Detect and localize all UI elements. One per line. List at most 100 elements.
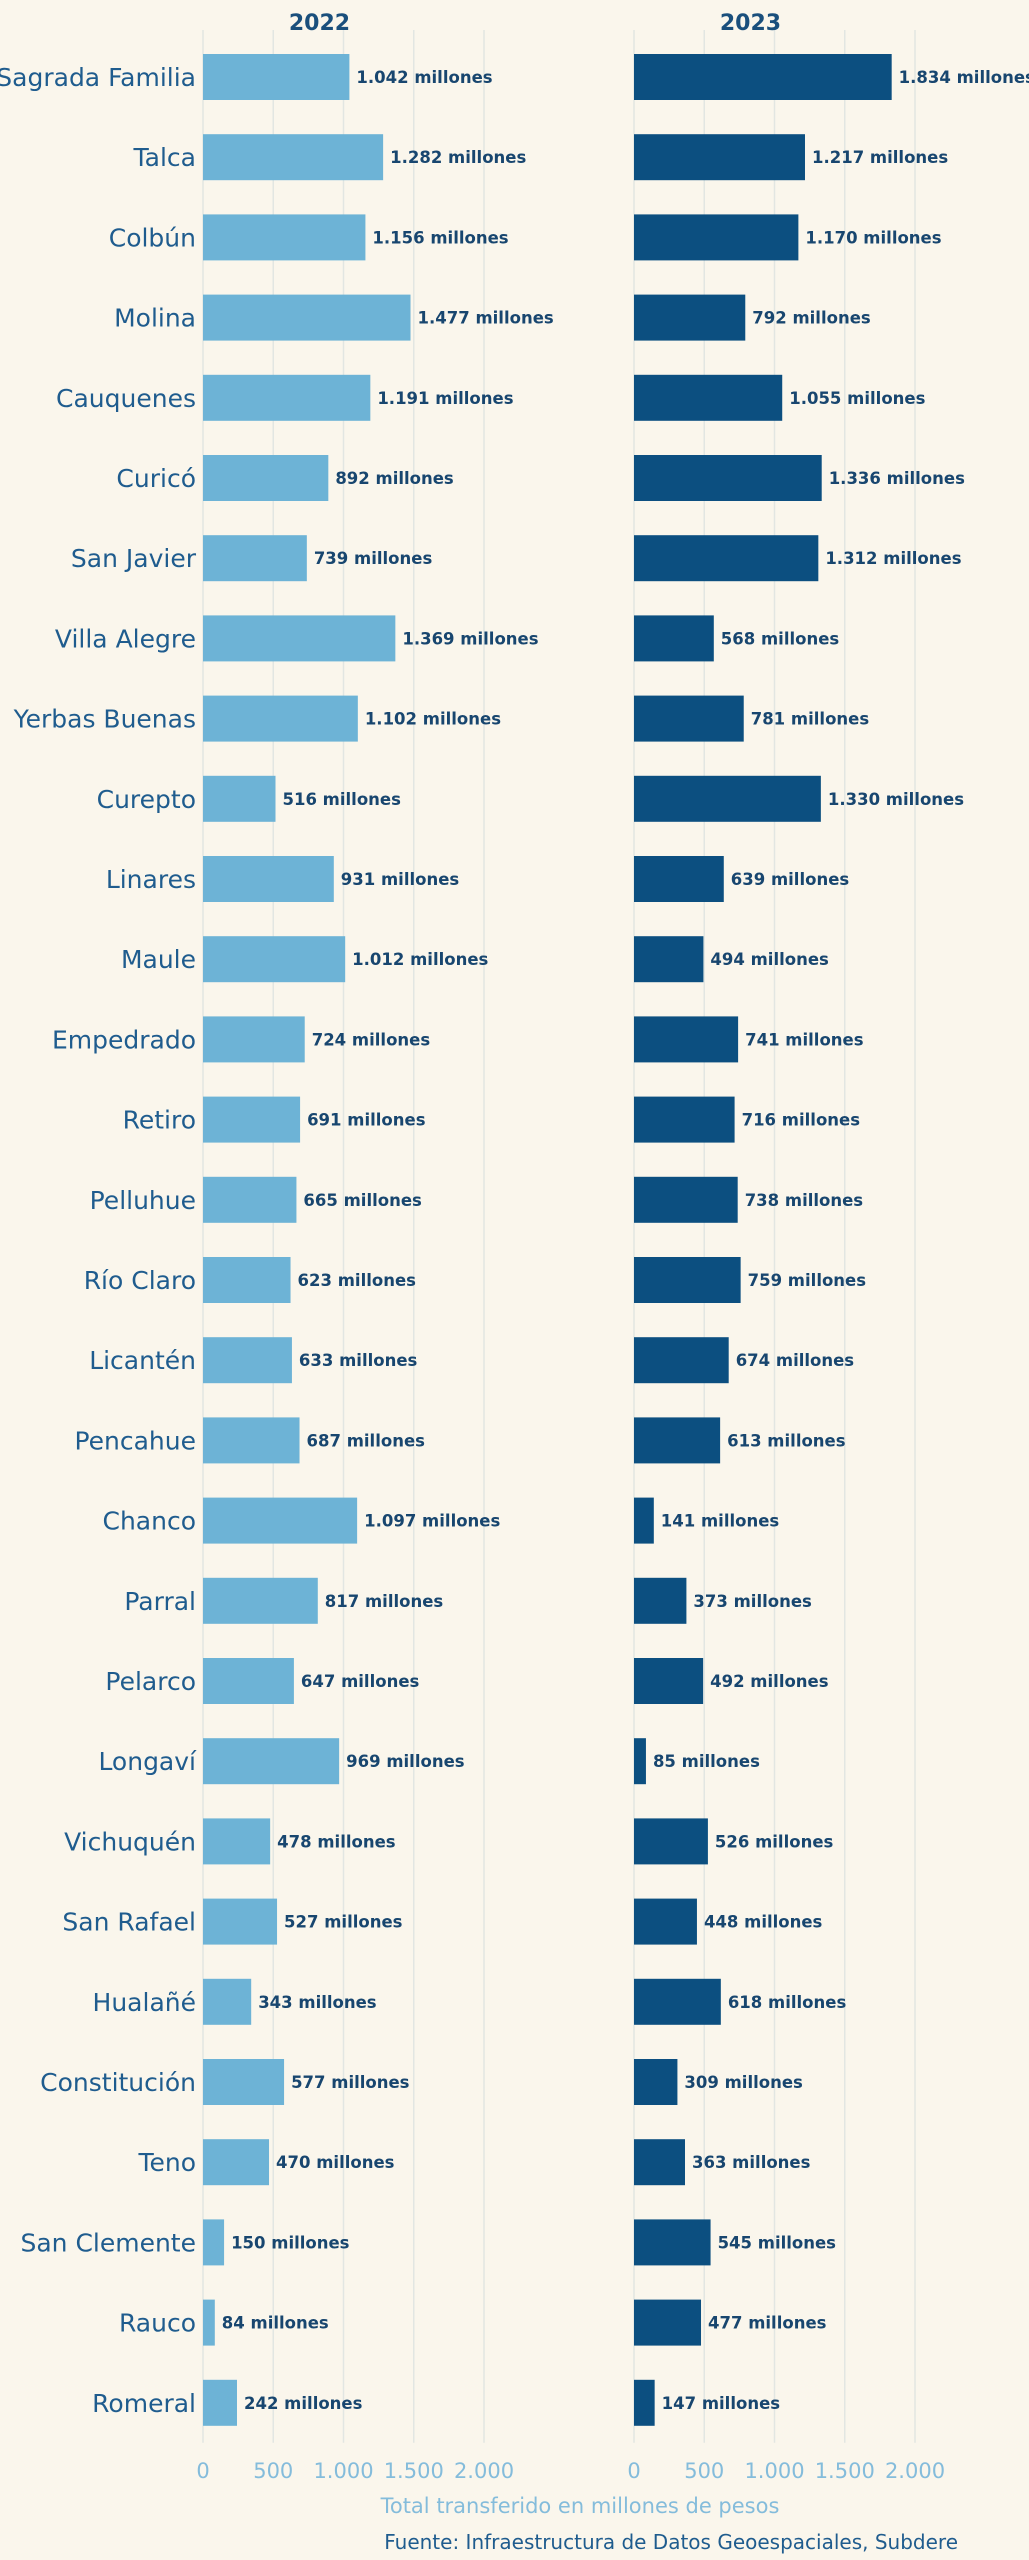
category-label: Pelluhue	[90, 1186, 196, 1215]
bar	[203, 1176, 297, 1223]
x-tick-label: 1.000	[744, 2459, 804, 2483]
bar	[203, 1818, 271, 1865]
category-label: Villa Alegre	[55, 624, 196, 653]
data-label: 969 millones	[346, 1752, 465, 1771]
category-label: Longaví	[98, 1747, 197, 1776]
bar	[634, 936, 704, 983]
data-label: 687 millones	[307, 1431, 426, 1450]
data-label: 526 millones	[715, 1832, 834, 1851]
data-label: 470 millones	[276, 2153, 395, 2172]
category-label: Curepto	[97, 785, 196, 814]
bar	[203, 2299, 215, 2346]
bar	[634, 2139, 686, 2186]
data-label: 741 millones	[745, 1030, 864, 1049]
source-caption: Fuente: Infraestructura de Datos Geoespa…	[384, 2530, 958, 2554]
data-label: 691 millones	[307, 1111, 426, 1130]
data-label: 577 millones	[291, 2073, 410, 2092]
data-label: 931 millones	[341, 870, 460, 889]
bar	[203, 1658, 294, 1704]
category-label: Curicó	[116, 464, 196, 493]
bar	[203, 1257, 291, 1303]
data-label: 141 millones	[661, 1512, 780, 1531]
bar	[203, 695, 358, 742]
x-tick-label: 1.000	[313, 2459, 373, 2483]
bar	[634, 695, 744, 742]
bar	[634, 374, 783, 421]
data-label: 674 millones	[736, 1351, 855, 1370]
category-label: Chanco	[102, 1507, 196, 1536]
data-label: 1.330 millones	[828, 790, 964, 809]
category-label: Sagrada Familia	[0, 63, 196, 92]
bar	[634, 1497, 654, 1544]
panel-title: 2022	[289, 11, 350, 36]
bar	[634, 535, 819, 582]
bar	[203, 856, 334, 902]
data-label: 623 millones	[298, 1271, 417, 1290]
data-label: 892 millones	[335, 469, 454, 488]
data-label: 665 millones	[303, 1191, 422, 1210]
data-label: 343 millones	[258, 1993, 377, 2012]
category-label: Talca	[133, 143, 196, 172]
data-label: 1.156 millones	[372, 228, 508, 247]
bar	[203, 54, 350, 100]
bar	[203, 535, 307, 582]
data-label: 1.012 millones	[352, 950, 488, 969]
data-label: 568 millones	[721, 629, 840, 648]
data-label: 494 millones	[710, 950, 829, 969]
data-label: 516 millones	[282, 790, 401, 809]
category-label: San Clemente	[20, 2228, 196, 2257]
bar	[634, 2379, 655, 2426]
category-label: Rauco	[119, 2309, 196, 2338]
category-label: Hualañé	[93, 1988, 196, 2017]
data-label: 478 millones	[277, 1832, 396, 1851]
category-label: Linares	[106, 865, 196, 894]
bar	[203, 936, 346, 983]
data-label: 1.312 millones	[825, 549, 961, 568]
bar	[203, 374, 371, 421]
category-label: Molina	[114, 304, 196, 333]
category-label: Parral	[124, 1587, 196, 1616]
data-label: 1.282 millones	[390, 148, 526, 167]
category-label: Pencahue	[74, 1426, 196, 1455]
category-label: Empedrado	[52, 1025, 196, 1054]
x-tick-label: 1.500	[384, 2459, 444, 2483]
data-label: 1.217 millones	[812, 148, 948, 167]
data-label: 739 millones	[314, 549, 433, 568]
data-label: 84 millones	[222, 2314, 329, 2333]
bar	[634, 214, 799, 261]
bar	[634, 2219, 711, 2266]
bar	[634, 1176, 738, 1223]
data-label: 1.834 millones	[899, 68, 1029, 87]
category-label: Teno	[137, 2148, 196, 2177]
category-label: Río Claro	[84, 1266, 196, 1295]
bar	[203, 134, 384, 181]
bar	[634, 1818, 708, 1865]
category-label: San Rafael	[62, 1908, 196, 1937]
data-label: 492 millones	[710, 1672, 829, 1691]
bar	[634, 1658, 704, 1704]
x-tick-label: 500	[684, 2459, 724, 2483]
category-label: Constitución	[40, 2068, 196, 2097]
x-tick-label: 2.000	[885, 2459, 945, 2483]
category-label: Romeral	[92, 2389, 196, 2418]
bar	[634, 294, 746, 341]
bar	[203, 214, 366, 261]
bar	[203, 455, 329, 501]
data-label: 639 millones	[731, 870, 850, 889]
bar	[203, 1577, 318, 1624]
bar	[634, 1257, 741, 1303]
bar	[634, 54, 892, 100]
category-label: Maule	[121, 945, 196, 974]
data-label: 817 millones	[325, 1592, 444, 1611]
bar	[203, 294, 411, 341]
bar	[634, 1016, 739, 1063]
data-label: 724 millones	[312, 1030, 431, 1049]
data-label: 545 millones	[718, 2233, 837, 2252]
bar	[634, 1577, 687, 1624]
data-label: 647 millones	[301, 1672, 420, 1691]
data-label: 477 millones	[708, 2314, 827, 2333]
bar	[203, 615, 396, 662]
data-label: 242 millones	[244, 2394, 363, 2413]
